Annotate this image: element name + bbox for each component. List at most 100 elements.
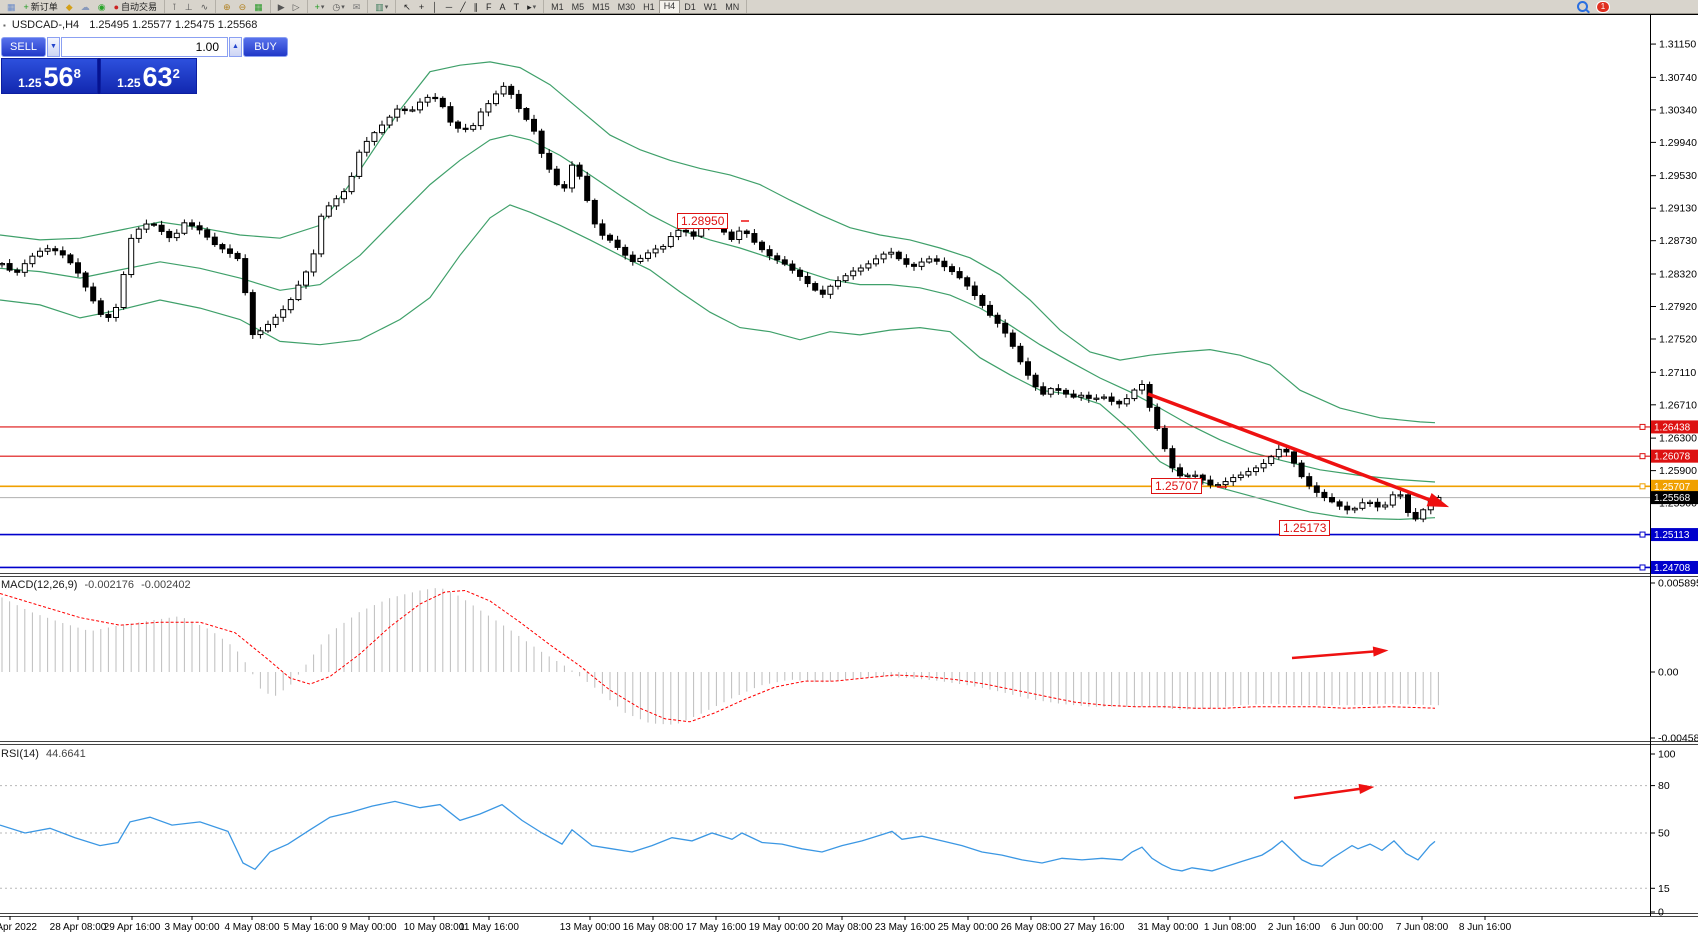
svg-text:26 May 08:00: 26 May 08:00 — [1001, 922, 1062, 933]
toolbar-group: ▦ + 新订单 ◆ ☁ ◉ ● 自动交易 — [0, 0, 166, 14]
periods-button[interactable]: ◷ ▾ — [329, 0, 347, 14]
new-order-button-label: 新订单 — [30, 2, 58, 12]
panel-frames — [0, 14, 1698, 917]
arrows-button-dropdown[interactable]: ▾ — [532, 3, 537, 11]
svg-text:0.00: 0.00 — [1658, 667, 1679, 679]
new-order-button[interactable]: + 新订单 — [21, 0, 61, 14]
channel-icon[interactable]: ∥ — [471, 0, 482, 14]
gold-icon-glyph: ◆ — [65, 1, 73, 12]
horizontal-line-icon[interactable]: ─ — [443, 0, 455, 14]
analyst-annotations[interactable] — [741, 220, 1450, 800]
rsi-value: 44.6641 — [45, 748, 86, 760]
timeframe-mn[interactable]: MN — [725, 1, 740, 12]
indicators-add-button[interactable]: + ▾ — [312, 0, 328, 14]
svg-text:20 May 08:00: 20 May 08:00 — [812, 922, 873, 933]
search-icon[interactable] — [1577, 1, 1590, 14]
volume-input[interactable] — [61, 37, 228, 57]
buy-button[interactable]: BUY — [243, 37, 288, 57]
community-icon-glyph: ☁ — [80, 1, 90, 12]
chart-type-button-dropdown[interactable]: ▾ — [384, 3, 389, 11]
svg-text:16 May 08:00: 16 May 08:00 — [623, 922, 684, 933]
trendline-icon-glyph: ╱ — [460, 1, 466, 12]
price-annotation-1-25173[interactable]: 1.25173 — [1279, 520, 1331, 536]
gold-icon[interactable]: ◆ — [63, 0, 76, 14]
community-icon[interactable]: ☁ — [78, 0, 93, 14]
svg-text:29 Apr 16:00: 29 Apr 16:00 — [104, 922, 161, 933]
timeframe-h1[interactable]: H1 — [643, 1, 655, 12]
label-icon[interactable]: T — [511, 0, 523, 14]
autotrading-button[interactable]: ● 自动交易 — [111, 0, 160, 14]
chart-bullet-icon: ▪ — [3, 21, 6, 30]
svg-text:1.29130: 1.29130 — [1659, 203, 1697, 215]
crosshair-icon-glyph: + — [418, 1, 425, 12]
add-indicator-icon[interactable]: ⊺ — [169, 0, 180, 14]
cursor-icon[interactable]: ↖ — [400, 0, 414, 14]
auto-scroll-icon[interactable]: ▶ — [275, 0, 288, 14]
crosshair-icon[interactable]: + — [416, 0, 427, 14]
timeframe-m30[interactable]: M30 — [617, 1, 636, 12]
svg-text:1 Jun 08:00: 1 Jun 08:00 — [1204, 922, 1257, 933]
symbol-period-label: USDCAD-,H4 — [11, 19, 80, 31]
chart-type-button[interactable]: ▥ ▾ — [372, 0, 391, 14]
toolbar: ▦ + 新订单 ◆ ☁ ◉ ● 自动交易 ⊺ ⊥ ∿ ⊕ ⊖ ▦ ▶ ▷ + ▾ ◷ ▾ ✉ ▥ ▾ ↖ + │ ─ ╱ ∥ F A T ▸ ▾ M… — [0, 0, 1698, 14]
price-annotation-1-25707[interactable]: 1.25707 — [1151, 478, 1203, 494]
sell-price-pip: 8 — [73, 66, 81, 81]
timeframe-m5[interactable]: M5 — [571, 1, 585, 12]
svg-text:1.28730: 1.28730 — [1659, 235, 1697, 247]
svg-text:27 May 16:00: 27 May 16:00 — [1064, 922, 1125, 933]
notifications-badge[interactable]: 1 — [1596, 0, 1610, 13]
horizontal-lines[interactable] — [0, 423, 1650, 571]
tile-windows-icon[interactable]: ▦ — [251, 0, 266, 14]
toolbar-groups: ▦ + 新订单 ◆ ☁ ◉ ● 自动交易 ⊺ ⊥ ∿ ⊕ ⊖ ▦ ▶ ▷ + ▾ ◷ ▾ ✉ ▥ ▾ ↖ + │ ─ ╱ ∥ F A T ▸ ▾ M… — [0, 0, 748, 14]
mail-icon-glyph: ✉ — [352, 1, 361, 12]
oscillator-icon-glyph: ∿ — [200, 1, 209, 12]
buy-price-button[interactable]: 1.25 63 2 — [100, 58, 197, 94]
timeframe-w1[interactable]: W1 — [703, 1, 718, 12]
timeframe-m1[interactable]: M1 — [551, 1, 564, 12]
sell-price-big: 56 — [43, 62, 74, 92]
svg-text:80: 80 — [1658, 780, 1670, 792]
timeframe-m15[interactable]: M15 — [592, 1, 610, 12]
sell-button[interactable]: SELL — [1, 37, 46, 57]
buy-price-prefix: 1.25 — [117, 76, 141, 90]
indicators-add-button-dropdown[interactable]: ▾ — [320, 3, 325, 11]
rsi-panel: 100 80 50 15 0 — [0, 749, 1676, 919]
chart-type-button-glyph: ▥ — [375, 1, 384, 12]
svg-text:1.27520: 1.27520 — [1659, 334, 1697, 346]
chart-shift-icon[interactable]: ▷ — [290, 0, 303, 14]
chart-window-icon[interactable]: ▦ — [4, 0, 19, 14]
sell-price-button[interactable]: 1.25 56 8 — [1, 58, 98, 94]
volume-decrease-button[interactable]: ▼ — [47, 37, 60, 57]
signals-icon[interactable]: ◉ — [95, 0, 109, 14]
fibonacci-icon[interactable]: F — [483, 0, 495, 14]
text-icon[interactable]: A — [497, 0, 509, 14]
timeframe-h4[interactable]: H4 — [658, 0, 681, 14]
svg-text:10 May 08:00: 10 May 08:00 — [404, 922, 465, 933]
auto-scroll-icon-glyph: ▶ — [277, 1, 285, 12]
zoom-out-icon[interactable]: ⊖ — [236, 0, 250, 14]
mail-icon[interactable]: ✉ — [350, 0, 364, 14]
svg-text:28 Apr 08:00: 28 Apr 08:00 — [50, 922, 107, 933]
svg-text:1.25900: 1.25900 — [1659, 465, 1697, 477]
toolbar-group: ⊺ ⊥ ∿ — [165, 0, 217, 14]
arrows-button[interactable]: ▸ ▾ — [524, 0, 539, 14]
zoom-in-icon[interactable]: ⊕ — [220, 0, 234, 14]
vertical-line-icon[interactable]: │ — [429, 0, 441, 14]
add-indicator-icon-glyph: ⊺ — [172, 1, 177, 12]
svg-text:1.29530: 1.29530 — [1659, 170, 1697, 182]
macd-value-main: -0.002176 — [84, 579, 135, 591]
timeframe-d1[interactable]: D1 — [684, 1, 696, 12]
volume-increase-button[interactable]: ▲ — [229, 37, 242, 57]
svg-text:31 May 00:00: 31 May 00:00 — [1138, 922, 1199, 933]
svg-text:0: 0 — [1658, 907, 1664, 919]
periods-button-dropdown[interactable]: ▾ — [341, 3, 345, 11]
buy-price-pip: 2 — [172, 66, 180, 81]
price-annotation-1-28950[interactable]: 1.28950 — [677, 213, 729, 229]
oscillator-icon[interactable]: ∿ — [198, 0, 212, 14]
trendline-icon[interactable]: ╱ — [457, 0, 468, 14]
indicator-window-icon[interactable]: ⊥ — [182, 0, 196, 14]
svg-text:7 Jun 08:00: 7 Jun 08:00 — [1396, 922, 1449, 933]
price-axis: 1.31150 1.30740 1.30340 1.29940 1.29530 1.291… — [1651, 39, 1698, 574]
